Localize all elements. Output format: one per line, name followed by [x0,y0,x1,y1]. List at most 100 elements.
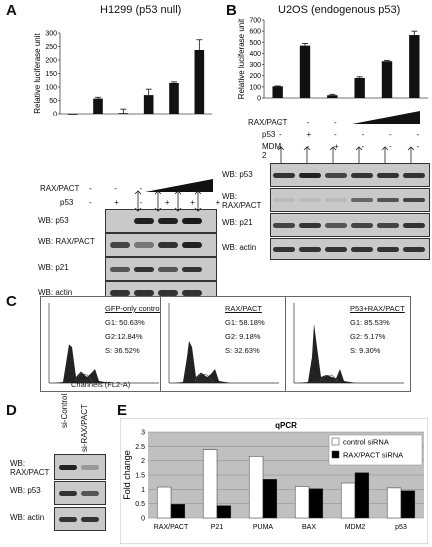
panel-e-bar-rax [354,472,370,519]
panel-e-ytick-label: 1 [141,487,145,494]
panel-b-blot-actin [270,238,430,260]
panel-a-ytick-label: 300 [45,31,57,38]
blot-band [81,516,99,522]
panel-d-blot-rax [54,454,106,480]
panel-b-bar [354,77,365,98]
flow-plot-2: RAX/PACT G1: 58.18% G2: 9.18% S: 32.63% [160,296,286,392]
blot-band [134,242,154,248]
panel-a-row-label-p53: p53 [60,198,74,207]
panel-b-ytick-label: 300 [249,62,261,69]
flow-plot-3-g1: G1: 85.53% [350,318,390,327]
panel-b-row-label-rax: RAX/PACT [248,118,288,127]
panel-a-cond-mark: - [89,184,92,193]
panel-d-blot-actin [54,507,106,531]
blot-band [182,290,202,296]
blot-band [377,172,399,178]
blot-band [134,218,154,224]
panel-e-legend-swatch [331,437,340,446]
panel-a-cond-mark: - [139,198,143,207]
blot-band [110,290,130,296]
panel-b-cond-mark: - [334,118,337,127]
blot-band [299,172,321,178]
blot-band [325,198,347,202]
panel-d-wb-rax-label: WB: RAX/PACT [10,459,50,477]
panel-a-wb-actin-label: WB: actin [38,288,73,297]
panel-b-ytick-label: 200 [249,73,261,80]
panel-b-blot-p53 [270,163,430,187]
panel-e-bar-control [202,449,218,519]
blot-band [351,246,373,252]
panel-b-wb-actin-label: WB: actin [222,243,257,252]
panel-b-wb-p53-label: WB: p53 [222,170,253,179]
blot-band [403,172,425,178]
panel-e-bar-rax [216,505,232,519]
flow-plot-3-s: S: 9.30% [350,346,381,355]
flow-plot-1-g1: G1: 50.63% [105,318,145,327]
blot-band [377,246,399,252]
panel-d-lane-label-rax: si-RAX/PACT [80,404,89,452]
panel-a-bar [169,82,179,114]
panel-e-xtick-label: MDM2 [345,524,366,531]
panel-b-cond-mark: + [306,130,312,139]
flow-plot-2-g1: G1: 58.18% [225,318,265,327]
panel-a-bar [93,98,103,114]
panel-e-legend-swatch [331,450,340,459]
panel-e-letter: E [117,402,128,419]
blot-band [158,266,178,272]
flow-plot-1-s: S: 36.52% [105,346,140,355]
panel-e-legend [328,434,423,466]
panel-a-cond-mark: - [89,198,92,207]
panel-a-blot-p21 [105,257,217,281]
panel-e-bar-rax [262,479,278,519]
panel-b-cond-mark: - [279,142,282,151]
panel-a-lane-arrows [134,190,202,212]
panel-b-cond-mark: - [334,130,337,139]
blot-band [403,246,425,252]
blot-band [403,222,425,228]
flow-plot-2-s: S: 32.63% [225,346,260,355]
blot-band [59,490,77,496]
panel-b-ytick-label: 500 [249,40,261,47]
panel-e-ylabel: Fold change [122,450,132,500]
blot-band [325,222,347,228]
panel-e-legend-label: RAX/PACT siRNA [343,451,403,460]
blot-band [182,242,202,248]
panel-a-ytick-label: 100 [45,85,57,92]
blot-band [182,266,202,272]
panel-d-wb-actin-label: WB: actin [10,513,45,522]
panel-e-xtick-label: RAX/PACT [154,524,189,531]
blot-band [134,290,154,296]
panel-a-cond-mark: + [215,198,221,207]
blot-band [110,242,130,248]
flow-plot-3-title: P53+RAX/PACT [350,304,405,313]
flow-plot-1: GFP-only control G1: 50.63% G2:12.84% S: 36… [40,296,166,392]
panel-b-bar [327,95,338,98]
panel-d-wb-p53-label: WB: p53 [10,486,41,495]
blot-band [273,222,295,228]
panel-b-cond-mark: - [306,118,310,127]
panel-a-cond-mark: - [114,184,117,193]
panel-b-title: U2OS (endogenous p53) [278,4,401,16]
panel-b-ytick-label: 100 [249,84,261,91]
panel-a-title: H1299 (p53 null) [100,4,182,16]
panel-b-cond-mark: - [279,118,282,127]
panel-e-chart: qPCR 3 2.5 2 1.5 1 0.5 0 Fold change RAX/PACT P21 P… [120,418,428,544]
blot-band [325,246,347,252]
panel-b-rax-gradient [352,111,420,124]
panel-d-lane-label-control: si-Control [60,393,69,428]
panel-e-xtick-label: P21 [211,524,224,531]
flow-plot-3: P53+RAX/PACT G1: 85.53% G2: 5.17% S: 9.30% [285,296,411,392]
panel-a-ytick-label: 50 [49,98,57,105]
panel-a-wb-rax-label: WB: RAX/PACT [38,237,95,246]
panel-b-ytick-label: 400 [249,51,261,58]
blot-band [299,222,321,228]
panel-b-letter: B [226,2,237,19]
panel-e-legend-label: control siRNA [343,438,389,447]
panel-b-blot-p21 [270,213,430,237]
panel-b-cond-mark: - [361,142,365,151]
blot-band [403,198,425,202]
blot-band [325,172,347,178]
blot-band [59,464,77,470]
blot-band [377,198,399,202]
panel-b-blot-rax [270,188,430,212]
